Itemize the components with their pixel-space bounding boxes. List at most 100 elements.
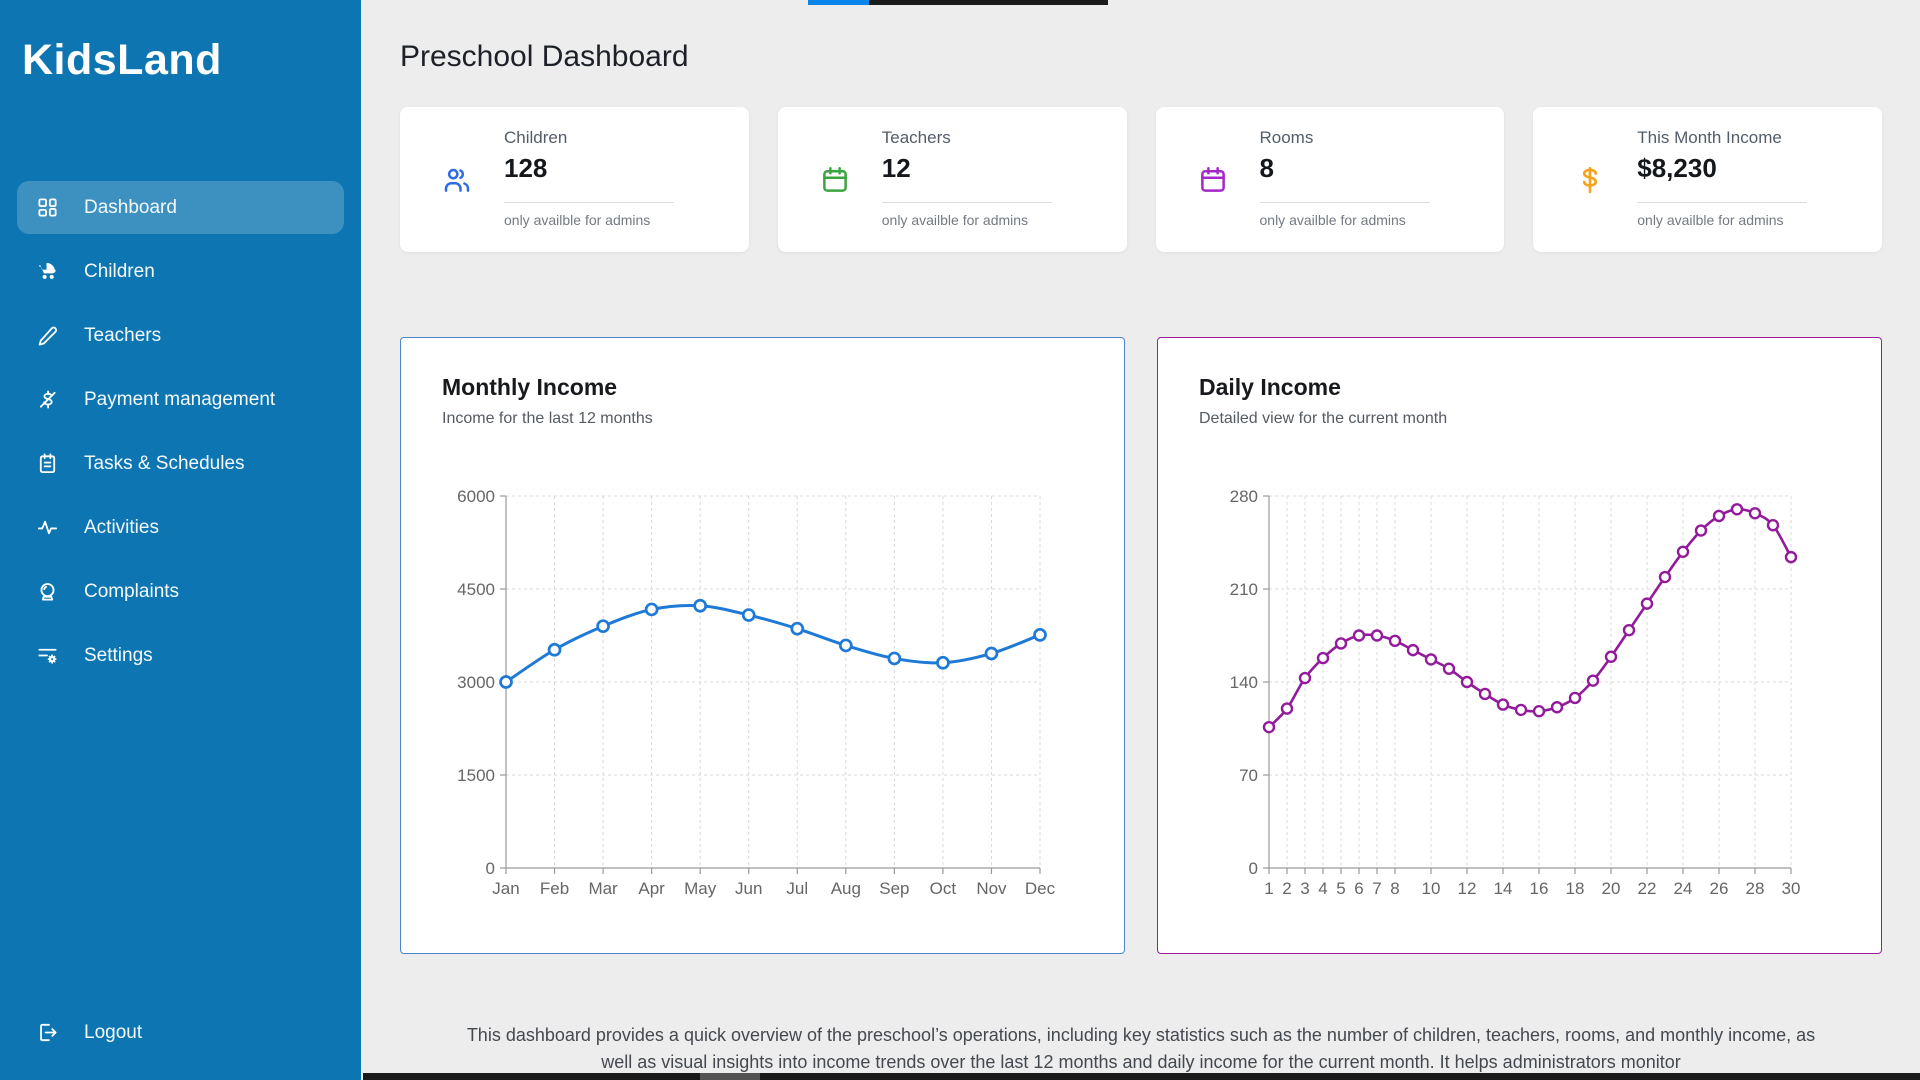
- chart-subtitle: Income for the last 12 months: [442, 410, 653, 427]
- settings-icon: [36, 644, 59, 667]
- sidebar-item-payment-management[interactable]: Payment management: [0, 373, 344, 426]
- sidebar-item-label: Tasks & Schedules: [84, 452, 245, 474]
- monthly-income-chart-card: Monthly Income Income for the last 12 mo…: [400, 337, 1125, 954]
- activity-icon: [36, 516, 59, 539]
- svg-text:24: 24: [1674, 879, 1693, 898]
- divider: [1637, 202, 1808, 203]
- svg-text:16: 16: [1530, 879, 1549, 898]
- dollar-icon: [1575, 165, 1605, 195]
- stat-note: only availble for admins: [881, 212, 1029, 228]
- chart-title: Daily Income: [1199, 374, 1341, 400]
- svg-text:2: 2: [1282, 879, 1291, 898]
- top-progress-bar-track: [869, 0, 1108, 5]
- chart-title: Monthly Income: [442, 374, 618, 400]
- svg-text:Aug: Aug: [831, 879, 861, 898]
- sidebar-item-label: Teachers: [84, 324, 162, 346]
- sidebar-item-label: Settings: [84, 644, 153, 666]
- svg-text:6: 6: [1354, 879, 1363, 898]
- app-logo: KidsLand: [22, 36, 222, 84]
- stat-label: Rooms: [1259, 128, 1314, 147]
- svg-text:140: 140: [1230, 673, 1258, 692]
- chart-subtitle: Detailed view for the current month: [1199, 410, 1448, 427]
- svg-text:Apr: Apr: [638, 879, 665, 898]
- stat-card-income: This Month Income $8,230 only availble f…: [1533, 107, 1882, 252]
- page-title: Preschool Dashboard: [400, 40, 689, 73]
- sidebar-item-label: Children: [84, 260, 155, 282]
- stat-value: 8: [1259, 153, 1274, 183]
- sidebar-item-dashboard[interactable]: Dashboard: [17, 181, 344, 234]
- svg-text:4500: 4500: [457, 580, 495, 599]
- svg-text:28: 28: [1746, 879, 1765, 898]
- svg-text:Jun: Jun: [735, 879, 762, 898]
- svg-text:12: 12: [1458, 879, 1477, 898]
- stroller-icon: [36, 260, 59, 283]
- divider: [1259, 202, 1430, 203]
- monthly-income-line-chart[interactable]: 0 1500 3000 4500 6000 Jan Feb Mar Apr May Jun Jul Au…: [401, 338, 1124, 953]
- sidebar-item-activities[interactable]: Activities: [0, 501, 344, 554]
- horizontal-scrollbar-track[interactable]: [363, 1073, 1920, 1080]
- logout-button[interactable]: Logout: [0, 1006, 344, 1059]
- main-content: Preschool Dashboard Children 128 only av…: [361, 0, 1920, 1080]
- top-progress-bar-filled: [808, 0, 869, 5]
- svg-text:5: 5: [1336, 879, 1345, 898]
- horizontal-scrollbar-thumb[interactable]: [700, 1073, 760, 1080]
- svg-text:10: 10: [1422, 879, 1441, 898]
- svg-text:3: 3: [1300, 879, 1309, 898]
- svg-text:Feb: Feb: [540, 879, 569, 898]
- clipboard-icon: [36, 452, 59, 475]
- sidebar-item-settings[interactable]: Settings: [0, 629, 344, 682]
- svg-text:Jan: Jan: [492, 879, 519, 898]
- svg-text:18: 18: [1566, 879, 1585, 898]
- pencil-icon: [36, 324, 59, 347]
- divider: [504, 202, 674, 203]
- svg-text:Sep: Sep: [879, 879, 909, 898]
- stat-card-teachers: Teachers 12 only availble for admins: [777, 107, 1127, 252]
- sidebar: KidsLand Dashboard Children Teachers: [0, 0, 361, 1080]
- users-icon: [442, 165, 472, 195]
- sidebar-item-tasks-schedules[interactable]: Tasks & Schedules: [0, 437, 344, 490]
- stat-label: Teachers: [881, 128, 951, 147]
- svg-text:Nov: Nov: [976, 879, 1007, 898]
- logout-label: Logout: [84, 1021, 143, 1043]
- svg-text:0: 0: [486, 859, 495, 878]
- svg-text:8: 8: [1390, 879, 1399, 898]
- stat-value: 128: [504, 153, 548, 183]
- stat-note: only availble for admins: [1637, 212, 1784, 228]
- svg-text:7: 7: [1372, 879, 1381, 898]
- stat-note: only availble for admins: [504, 212, 651, 228]
- svg-text:3000: 3000: [457, 673, 495, 692]
- svg-text:70: 70: [1239, 766, 1258, 785]
- sidebar-item-label: Activities: [84, 516, 159, 538]
- stat-label: Children: [504, 128, 568, 147]
- svg-text:Mar: Mar: [588, 879, 618, 898]
- daily-income-chart-card: Daily Income Detailed view for the curre…: [1157, 337, 1882, 954]
- sidebar-item-children[interactable]: Children: [0, 245, 344, 298]
- svg-text:4: 4: [1318, 879, 1327, 898]
- stats-row: Children 128 only availble for admins Te…: [400, 107, 1882, 252]
- svg-text:26: 26: [1710, 879, 1729, 898]
- svg-text:0: 0: [1249, 859, 1258, 878]
- svg-text:Dec: Dec: [1025, 879, 1056, 898]
- svg-text:1: 1: [1264, 879, 1273, 898]
- sidebar-item-label: Dashboard: [84, 196, 177, 218]
- svg-text:22: 22: [1638, 879, 1657, 898]
- svg-text:6000: 6000: [457, 487, 495, 506]
- dashboard-description: This dashboard provides a quick overview…: [466, 1025, 1816, 1072]
- svg-text:1500: 1500: [457, 766, 495, 785]
- stat-card-rooms: Rooms 8 only availble for admins: [1155, 107, 1505, 252]
- sidebar-item-label: Complaints: [84, 580, 180, 602]
- svg-text:30: 30: [1782, 879, 1801, 898]
- stat-note: only availble for admins: [1259, 212, 1406, 228]
- stat-value: $8,230: [1637, 153, 1717, 183]
- dashboard-icon: [36, 196, 59, 219]
- stat-label: This Month Income: [1637, 128, 1782, 147]
- sidebar-item-teachers[interactable]: Teachers: [0, 309, 344, 362]
- sidebar-item-label: Payment management: [84, 388, 276, 410]
- complaints-icon: [36, 580, 59, 603]
- sidebar-item-complaints[interactable]: Complaints: [0, 565, 344, 618]
- svg-text:210: 210: [1230, 580, 1258, 599]
- svg-text:20: 20: [1602, 879, 1621, 898]
- svg-text:Oct: Oct: [930, 879, 957, 898]
- svg-text:Jul: Jul: [786, 879, 808, 898]
